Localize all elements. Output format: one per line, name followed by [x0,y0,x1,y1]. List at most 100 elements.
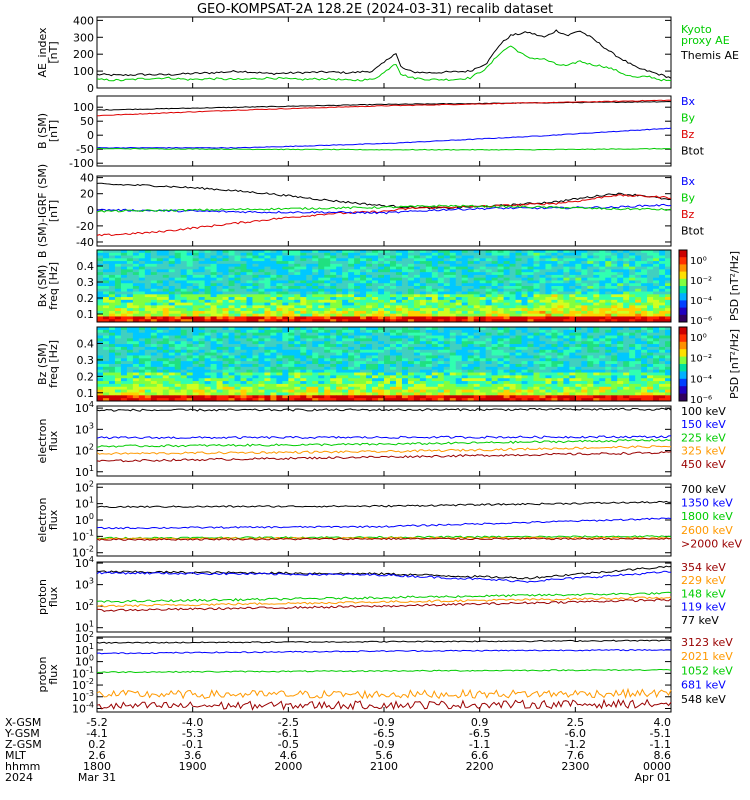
spectrogram-cell [503,319,510,323]
spectrogram-cell [258,263,265,268]
spectrogram-cell [276,305,283,309]
spectrogram-cell [557,299,564,304]
spectrogram-cell [120,266,128,270]
spectrogram-cell [162,346,170,351]
spectrogram-cell [395,335,403,339]
spectrogram-cell [108,375,116,379]
spectrogram-cell [389,352,397,356]
spectrogram-cell [395,299,403,304]
spectrogram-cell [324,346,331,351]
spectrogram-cell [515,341,522,345]
spectrogram-cell [372,269,379,273]
spectrogram-cell [240,372,247,376]
spectrogram-cell [557,255,564,259]
spectrogram-cell [443,272,451,276]
spectrogram-cell [120,358,128,362]
spectrogram-cell [545,291,552,295]
spectrogram-cell [605,378,612,382]
spectrogram-cell [593,381,600,385]
spectrogram-cell [515,291,522,295]
spectrogram-cell [216,263,223,268]
spectrogram-cell [162,364,170,368]
spectrogram-cell [581,329,588,334]
spectrogram-cell [545,310,552,315]
spectrogram-cell [168,375,176,379]
spectrogram-cell [97,346,104,351]
spectrogram-cell [97,329,104,334]
spectrogram-cell [635,297,642,301]
spectrogram-cell [366,286,373,290]
spectrogram-cell [413,349,421,354]
spectrogram-cell [611,338,618,342]
spectrogram-cell [395,252,403,256]
spectrogram-cell [360,329,367,334]
spectrogram-cell [318,308,325,312]
spectrogram-cell [563,375,570,379]
spectrogram-cell [252,263,259,268]
colorbar-tick-label: 10⁰ [690,256,707,267]
spectrogram-cell [306,299,313,304]
spectrogram-cell [126,349,134,354]
spectrogram-cell [282,341,289,345]
spectrogram-cell [587,294,594,298]
spectrogram-cell [204,277,212,281]
spectrogram-cell [557,349,564,354]
spectrogram-cell [234,366,241,371]
spectrogram-cell [503,288,510,292]
spectrogram-cell [617,349,624,354]
spectrogram-cell [204,283,212,287]
spectrogram-cell [252,255,259,259]
spectrogram-cell [659,313,666,317]
spectrogram-cell [330,316,337,320]
spectrogram-cell [653,369,660,373]
spectrogram-cell [437,261,445,265]
spectrogram-cell [252,294,259,298]
spectrogram-cell [485,280,493,284]
spectrogram-cell [503,358,510,362]
spectrogram-cell [348,375,355,379]
spectrogram-cell [192,280,200,284]
spectrogram-cell [306,392,313,396]
spectrogram-cell [611,335,618,339]
spectrogram-cell [168,319,176,323]
spectrogram-cell [653,250,660,254]
spectrogram-cell [378,381,385,385]
spectrogram-cell [97,341,104,345]
spectrogram-cell [413,255,421,259]
spectrogram-cell [593,335,600,339]
spectrogram-cell [378,338,385,342]
spectrogram-cell [222,361,229,365]
spectrogram-cell [132,369,140,373]
spectrogram-cell [593,392,600,396]
spectrogram-cell [473,277,481,281]
spectrogram-cell [623,344,630,348]
spectrogram-cell [252,386,259,391]
spectrogram-cell [294,366,301,371]
spectrogram-cell [300,269,307,273]
spectrogram-cell [234,310,241,315]
spectrogram-cell [120,344,128,348]
spectrogram-cell [174,310,182,315]
spectrogram-cell [318,272,325,276]
spectrogram-cell [276,266,283,270]
spectrogram-cell [443,310,451,315]
spectrogram-cell [539,283,546,287]
spectrogram-cell [138,327,146,331]
spectrogram-cell [431,294,439,298]
spectrogram-cell [485,338,493,342]
spectrogram-cell [294,355,301,359]
spectrogram-cell [378,392,385,396]
spectrogram-cell [569,316,576,320]
spectrogram-cell [300,344,307,348]
spectrogram-cell [354,349,361,354]
spectrogram-cell [521,277,528,281]
spectrogram-cell [186,305,194,309]
spectrogram-cell [360,386,367,391]
spectrogram-cell [300,308,307,312]
spectrogram-cell [497,305,504,309]
spectrogram-cell [575,319,582,323]
spectrogram-cell [395,386,403,391]
spectrogram-cell [150,366,158,371]
spectrogram-cell [479,329,487,334]
spectrogram-cell [342,366,349,371]
